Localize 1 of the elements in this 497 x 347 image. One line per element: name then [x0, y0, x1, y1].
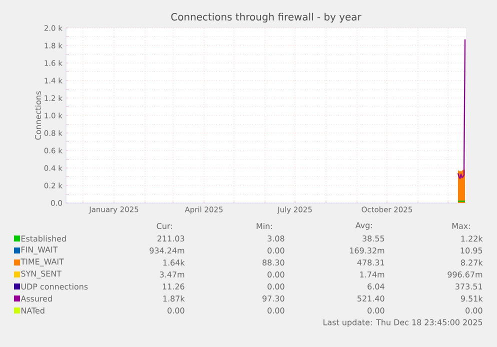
chart-title: Connections through firewall - by year: [171, 12, 362, 23]
